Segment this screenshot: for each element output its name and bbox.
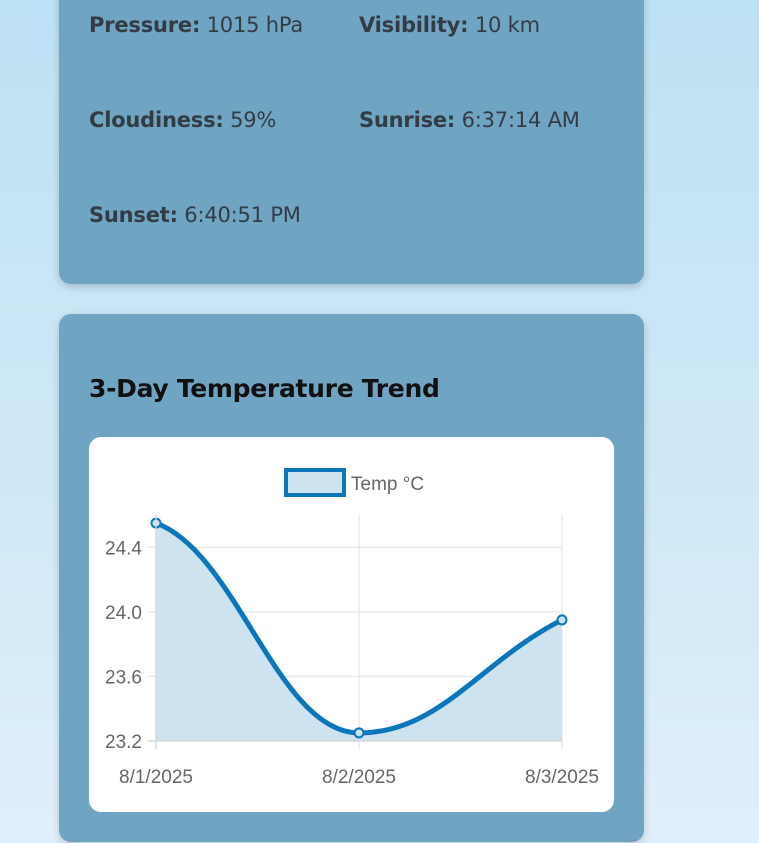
chart-title: 3-Day Temperature Trend (89, 374, 440, 403)
x-tick-label: 8/2/2025 (322, 767, 396, 788)
temperature-chart[interactable]: 23.2 23.6 24.0 24.4 8/1/2025 8/2/2025 8/3/2025… (89, 437, 614, 812)
x-tick-label: 8/3/2025 (525, 767, 599, 788)
series-line-temp (153, 520, 565, 736)
legend-swatch-temp[interactable] (284, 468, 346, 497)
series-area-temp (156, 523, 562, 741)
y-tick-label: 24.4 (105, 538, 142, 559)
temperature-trend-card: 3-Day Temperature Trend 23.2 23.6 24.0 24.4… (59, 314, 644, 842)
pressure-label: Pressure: (89, 13, 201, 37)
chart-area-layer (156, 523, 562, 741)
weather-details-card: Pressure: 1015 hPa Visibility: 10 km Clo… (59, 0, 644, 284)
pressure-detail: Pressure: 1015 hPa (89, 13, 303, 37)
data-point[interactable] (353, 727, 365, 739)
data-point[interactable] (556, 614, 568, 626)
temperature-chart-svg[interactable]: 23.2 23.6 24.0 24.4 8/1/2025 8/2/2025 8/3/2025… (89, 437, 614, 812)
sunset-label: Sunset: (89, 203, 178, 227)
sunrise-detail: Sunrise: 6:37:14 AM (359, 108, 580, 132)
y-tick-label: 23.2 (105, 732, 142, 753)
legend-label-temp[interactable]: Temp °C (351, 474, 424, 495)
cloudiness-detail: Cloudiness: 59% (89, 108, 276, 132)
visibility-detail: Visibility: 10 km (359, 13, 540, 37)
pressure-value: 1015 hPa (206, 13, 304, 37)
y-tick-label: 23.6 (105, 667, 142, 688)
x-tick-label: 8/1/2025 (119, 767, 193, 788)
chart-line-layer (153, 520, 565, 736)
sunset-detail: Sunset: 6:40:51 PM (89, 203, 301, 227)
sunrise-label: Sunrise: (359, 108, 456, 132)
y-tick-label: 24.0 (105, 603, 142, 624)
cloudiness-value: 59% (230, 108, 277, 132)
cloudiness-label: Cloudiness: (89, 108, 224, 132)
visibility-value: 10 km (474, 13, 540, 37)
sunrise-value: 6:37:14 AM (461, 108, 580, 132)
chart-legend[interactable]: Temp °C (284, 468, 424, 497)
sunset-value: 6:40:51 PM (184, 203, 301, 227)
chart-axes: 23.2 23.6 24.0 24.4 8/1/2025 8/2/2025 8/3/2025 (105, 515, 599, 788)
visibility-label: Visibility: (359, 13, 469, 37)
